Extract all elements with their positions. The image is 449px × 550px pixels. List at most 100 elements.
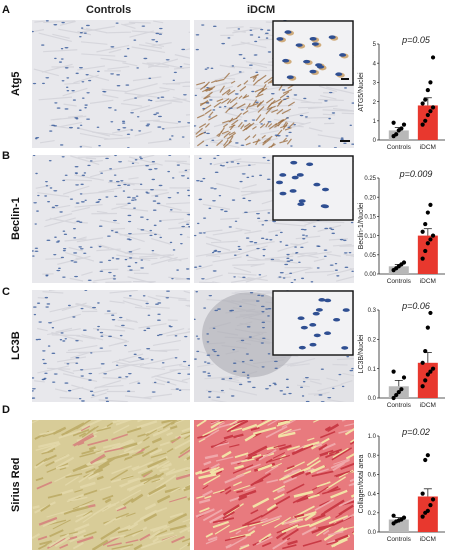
y-tick-label: 0.3 [368,308,377,314]
nucleus-mark [161,362,165,364]
fiber-mark [64,82,80,85]
nucleus-mark [112,278,117,280]
nucleus-mark [271,93,275,95]
fiber-mark [101,333,128,342]
fiber-mark [308,127,323,132]
fiber-mark [143,366,166,370]
fiber-mark [156,460,170,469]
dab-stain-mark [262,138,271,146]
nucleus-mark [214,309,218,312]
nucleus-mark [279,390,283,392]
nucleus-mark [179,66,183,68]
fiber-mark [102,442,121,449]
nucleus-mark [153,381,157,384]
y-tick-label: 1 [373,119,377,125]
nucleus-mark [100,363,105,365]
fiber-mark [332,243,352,247]
dab-stain-mark [256,100,265,108]
fiber-mark [178,449,190,459]
fiber-mark [198,438,206,443]
data-point [428,310,433,316]
nucleus-mark [301,395,305,397]
nucleus-mark [257,294,261,297]
fiber-mark [302,441,320,449]
nucleus-mark [184,169,188,172]
inset-nucleus-mark [313,182,321,187]
fiber-mark [220,217,240,220]
nucleus-mark [318,145,321,147]
nucleus-mark [230,161,235,163]
fiber-mark [212,281,222,283]
dab-stain-mark [242,110,249,115]
fiber-mark [109,534,126,540]
fiber-mark [302,378,320,381]
nucleus-mark [195,34,200,36]
nucleus-mark [208,396,211,398]
nucleus-mark [303,229,307,231]
fiber-mark [155,474,177,490]
fiber-mark [74,236,87,241]
fiber-mark [247,445,268,458]
nucleus-mark [84,104,88,106]
nucleus-mark [87,279,92,281]
panel-letter-c: C [2,286,10,298]
nucleus-mark [173,71,177,74]
fiber-mark [151,238,171,245]
nucleus-mark [233,370,237,372]
fiber-mark [115,504,125,511]
inset-nucleus-mark [309,342,317,347]
nucleus-mark [261,366,265,368]
nucleus-mark [86,118,91,120]
fiber-mark [131,451,144,457]
nucleus-mark [145,125,150,127]
nucleus-mark [195,335,199,337]
nucleus-mark [123,55,128,57]
nucleus-mark [224,105,227,108]
fiber-mark [277,420,289,425]
nucleus-mark [268,384,272,387]
fiber-mark [72,367,102,372]
fiber-mark [77,127,110,137]
nucleus-mark [320,368,324,370]
fiber-mark [344,423,354,427]
bar-idcm [417,496,438,532]
nucleus-mark [253,54,258,56]
nucleus-mark [76,127,80,129]
nucleus-mark [286,260,291,262]
fiber-mark [161,462,172,469]
fiber-mark [178,219,190,225]
nucleus-mark [136,116,140,118]
nucleus-mark [255,101,259,103]
fiber-mark [81,334,104,341]
inset-scale-bar [341,78,349,80]
nucleus-mark [205,102,210,104]
dab-stain-mark [252,134,257,139]
nucleus-mark [141,25,146,27]
dab-stain-mark [240,124,245,130]
dab-stain-mark [229,96,238,104]
dab-stain-mark [195,127,203,135]
nucleus-mark [344,266,349,269]
fiber-mark [69,277,84,282]
nucleus-mark [207,372,211,374]
fiber-mark [232,263,262,266]
fiber-mark [277,104,293,107]
fiber-mark [141,447,159,458]
fiber-mark [38,516,58,526]
fiber-mark [174,439,190,450]
nucleus-mark [139,156,142,158]
fiber-mark [79,132,109,140]
p-value-annotation: p=0.05 [401,35,431,45]
nucleus-mark [105,157,109,160]
fiber-mark [104,447,124,453]
fiber-mark [149,524,168,532]
nucleus-mark [129,295,132,297]
y-tick-label: 4 [373,61,377,67]
nucleus-mark [108,259,112,262]
fiber-mark [318,525,329,530]
fiber-mark [284,461,305,473]
scale-bar [340,140,350,142]
nucleus-mark [196,180,200,182]
fiber-mark [41,450,54,455]
nucleus-mark [118,161,123,163]
